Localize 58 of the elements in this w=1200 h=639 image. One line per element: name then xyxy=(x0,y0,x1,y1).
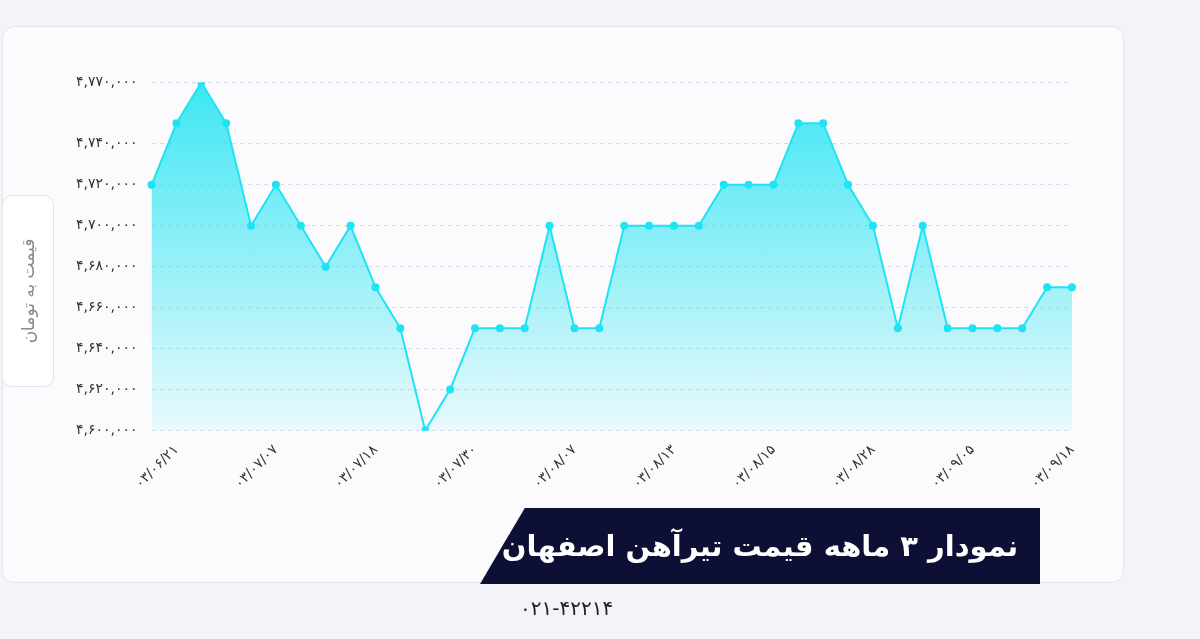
x-tick-label: ۰۳/۰۸/۱۳ xyxy=(628,440,679,491)
y-axis-title: قیمت به تومان xyxy=(18,238,38,344)
point xyxy=(620,221,629,230)
x-tick-label: ۰۳/۰۶/۲۱ xyxy=(131,440,182,491)
point xyxy=(744,180,753,189)
point xyxy=(893,324,902,333)
point xyxy=(645,221,654,230)
point xyxy=(918,221,927,230)
point xyxy=(271,180,280,189)
point xyxy=(993,324,1002,333)
point xyxy=(669,221,678,230)
point xyxy=(769,180,778,189)
x-tick-label: ۰۳/۰۸/۰۷ xyxy=(529,440,580,491)
point xyxy=(247,221,256,230)
point xyxy=(396,324,405,333)
point xyxy=(570,324,579,333)
point xyxy=(172,119,181,128)
point xyxy=(147,180,156,189)
y-tick-label: ۴,۶۰۰,۰۰۰ xyxy=(75,421,138,438)
point xyxy=(371,283,380,292)
point xyxy=(1068,283,1076,292)
y-tick-label: ۴,۷۴۰,۰۰۰ xyxy=(75,134,138,151)
point xyxy=(321,262,330,271)
y-tick-label: ۴,۶۲۰,۰۰۰ xyxy=(75,380,138,397)
point xyxy=(1043,283,1052,292)
y-tick-label: ۴,۶۶۰,۰۰۰ xyxy=(75,298,138,315)
y-tick-label: ۴,۷۲۰,۰۰۰ xyxy=(75,175,138,192)
x-tick-label: ۰۳/۰۷/۱۸ xyxy=(330,440,381,491)
point xyxy=(968,324,977,333)
point xyxy=(1018,324,1027,333)
point xyxy=(495,324,504,333)
point xyxy=(545,221,554,230)
point xyxy=(595,324,604,333)
point xyxy=(520,324,529,333)
point xyxy=(868,221,877,230)
point xyxy=(943,324,952,333)
x-tick-label: ۰۳/۰۹/۱۸ xyxy=(1026,440,1078,491)
y-tick-label: ۴,۶۸۰,۰۰۰ xyxy=(75,257,138,274)
text: نمودار ۳ ماهه قیمت تیرآهن اصفهان xyxy=(480,508,1040,584)
point xyxy=(694,221,703,230)
x-tick-label: ۰۳/۰۷/۰۷ xyxy=(230,440,281,491)
x-tick-label: ۰۳/۰۸/۲۸ xyxy=(827,440,879,491)
point xyxy=(844,180,853,189)
point xyxy=(794,119,803,128)
y-tick-label: ۴,۶۴۰,۰۰۰ xyxy=(75,339,138,356)
text: ۰۲۱-۴۲۲۱۴ xyxy=(520,596,614,620)
x-tick-label: ۰۳/۰۷/۳۰ xyxy=(429,440,480,491)
x-tick-label: ۰۳/۰۸/۱۵ xyxy=(728,440,779,491)
point xyxy=(470,324,479,333)
y-tick-label: ۴,۷۰۰,۰۰۰ xyxy=(75,216,138,233)
point xyxy=(819,119,828,128)
point xyxy=(222,119,231,128)
point xyxy=(296,221,305,230)
point xyxy=(446,385,455,394)
y-tick-label: ۴,۷۷۰,۰۰۰ xyxy=(75,73,138,90)
point xyxy=(719,180,728,189)
point xyxy=(346,221,355,230)
x-tick-label: ۰۳/۰۹/۰۵ xyxy=(927,440,978,491)
